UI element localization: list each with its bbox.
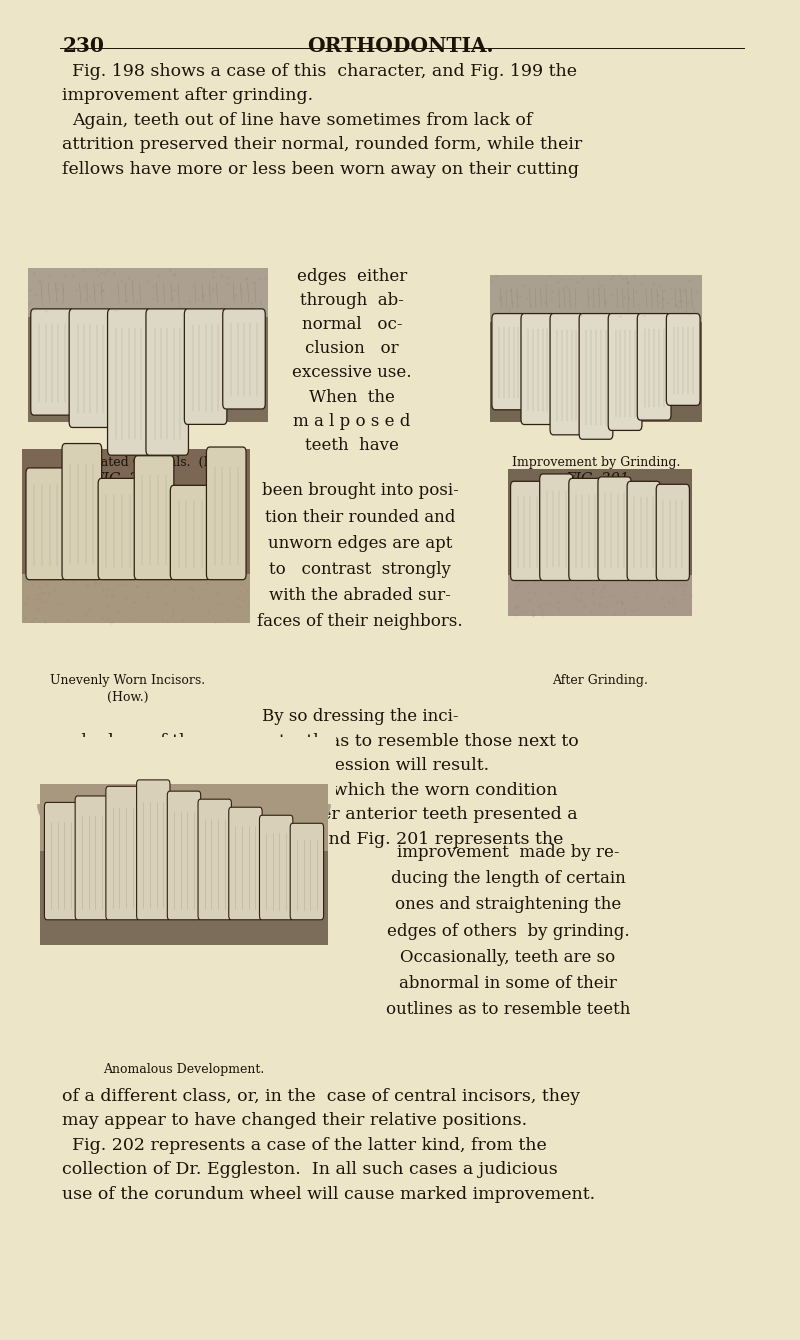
Text: them, greater harmony of expression will result.: them, greater harmony of expression will…: [62, 757, 490, 775]
Text: 230: 230: [62, 36, 104, 56]
Text: through  ab-: through ab-: [300, 292, 404, 310]
FancyBboxPatch shape: [106, 787, 139, 919]
FancyBboxPatch shape: [550, 314, 584, 436]
Bar: [32, 737, 336, 804]
FancyBboxPatch shape: [137, 780, 170, 919]
Bar: [490, 275, 702, 422]
FancyBboxPatch shape: [107, 310, 150, 456]
Text: Unevenly Worn Incisors.: Unevenly Worn Incisors.: [50, 674, 206, 687]
Text: m a l p o s e d: m a l p o s e d: [294, 413, 410, 430]
Text: After Grinding.: After Grinding.: [552, 674, 648, 687]
Bar: [22, 449, 250, 623]
FancyBboxPatch shape: [134, 456, 174, 580]
Bar: [22, 575, 250, 623]
Text: of a different class, or, in the  case of central incisors, they: of a different class, or, in the case of…: [62, 1088, 581, 1106]
FancyBboxPatch shape: [627, 481, 660, 580]
Text: teeth  have: teeth have: [305, 437, 399, 454]
Text: ORTHODONTIA.: ORTHODONTIA.: [306, 36, 494, 56]
Text: ducing the length of certain: ducing the length of certain: [390, 871, 626, 887]
FancyBboxPatch shape: [521, 314, 554, 425]
FancyBboxPatch shape: [26, 468, 66, 580]
Text: use of the corundum wheel will cause marked improvement.: use of the corundum wheel will cause mar…: [62, 1186, 595, 1202]
Text: FIG. 199.: FIG. 199.: [562, 275, 630, 288]
Text: attrition preserved their normal, rounded form, while their: attrition preserved their normal, rounde…: [62, 137, 582, 153]
Bar: [40, 784, 328, 945]
FancyBboxPatch shape: [184, 310, 227, 425]
FancyBboxPatch shape: [30, 310, 74, 415]
Text: faces of their neighbors.: faces of their neighbors.: [257, 614, 463, 630]
Text: very  unsightly appearance,  and Fig. 201 represents the: very unsightly appearance, and Fig. 201 …: [62, 831, 564, 847]
Text: Occasionally, teeth are so: Occasionally, teeth are so: [400, 949, 616, 966]
Text: with the abraded sur-: with the abraded sur-: [269, 587, 451, 604]
Text: to   contrast  strongly: to contrast strongly: [269, 561, 451, 578]
Bar: [40, 784, 328, 851]
Text: may appear to have changed their relative positions.: may appear to have changed their relativ…: [62, 1112, 527, 1130]
Text: ones and straightening the: ones and straightening the: [395, 896, 621, 914]
Text: sal edges of the unworn teeth as to resemble those next to: sal edges of the unworn teeth as to rese…: [62, 733, 579, 750]
Text: edges of others  by grinding.: edges of others by grinding.: [386, 923, 630, 939]
Text: and varying length of the lower anterior teeth presented a: and varying length of the lower anterior…: [62, 807, 578, 823]
Text: excessive use.: excessive use.: [292, 364, 412, 382]
FancyBboxPatch shape: [608, 314, 642, 430]
Text: tion their rounded and: tion their rounded and: [265, 509, 455, 525]
Text: Elongated Centrals.  (How.): Elongated Centrals. (How.): [64, 456, 240, 469]
Text: FIG. 200.: FIG. 200.: [94, 472, 162, 485]
Text: Fig. 200 illustrates a case in  which the worn condition: Fig. 200 illustrates a case in which the…: [72, 781, 558, 799]
Text: collection of Dr. Eggleston.  In all such cases a judicious: collection of Dr. Eggleston. In all such…: [62, 1162, 558, 1178]
Text: been brought into posi-: been brought into posi-: [262, 482, 458, 500]
FancyBboxPatch shape: [229, 807, 262, 919]
Text: Fig. 198 shows a case of this  character, and Fig. 199 the: Fig. 198 shows a case of this character,…: [72, 63, 577, 80]
FancyBboxPatch shape: [510, 481, 544, 580]
FancyBboxPatch shape: [206, 448, 246, 580]
FancyBboxPatch shape: [45, 803, 78, 919]
Text: improvement after grinding.: improvement after grinding.: [62, 87, 314, 105]
FancyBboxPatch shape: [198, 799, 231, 919]
Text: Fig. 202 represents a case of the latter kind, from the: Fig. 202 represents a case of the latter…: [72, 1136, 546, 1154]
Text: (How.): (How.): [107, 691, 149, 705]
Ellipse shape: [37, 744, 331, 864]
Text: edges  either: edges either: [297, 268, 407, 285]
FancyBboxPatch shape: [569, 478, 602, 580]
Text: abnormal in some of their: abnormal in some of their: [399, 976, 617, 992]
FancyBboxPatch shape: [98, 478, 138, 580]
FancyBboxPatch shape: [259, 815, 293, 919]
Text: outlines as to resemble teeth: outlines as to resemble teeth: [386, 1001, 630, 1018]
FancyBboxPatch shape: [290, 823, 323, 919]
Text: unworn edges are apt: unworn edges are apt: [268, 535, 452, 552]
Bar: [28, 268, 268, 318]
Bar: [28, 268, 268, 422]
Text: By so dressing the inci-: By so dressing the inci-: [262, 708, 458, 725]
FancyBboxPatch shape: [69, 310, 112, 427]
FancyBboxPatch shape: [146, 310, 189, 456]
FancyBboxPatch shape: [638, 314, 671, 421]
Text: clusion   or: clusion or: [305, 340, 399, 358]
Text: FIG. 201.: FIG. 201.: [566, 472, 634, 485]
Bar: [508, 575, 692, 616]
Text: FIG. 202.: FIG. 202.: [150, 839, 218, 852]
FancyBboxPatch shape: [598, 477, 631, 580]
Text: Anomalous Development.: Anomalous Development.: [103, 1063, 265, 1076]
FancyBboxPatch shape: [579, 314, 613, 440]
Text: normal   oc-: normal oc-: [302, 316, 402, 334]
Text: improvement  made by re-: improvement made by re-: [397, 844, 619, 862]
Text: Again, teeth out of line have sometimes from lack of: Again, teeth out of line have sometimes …: [72, 111, 532, 129]
Text: Improvement by Grinding.: Improvement by Grinding.: [512, 456, 680, 469]
FancyBboxPatch shape: [167, 791, 201, 919]
Text: FIG. 198.: FIG. 198.: [118, 275, 186, 288]
Text: When  the: When the: [309, 389, 395, 406]
FancyBboxPatch shape: [666, 314, 700, 406]
FancyBboxPatch shape: [62, 444, 102, 580]
FancyBboxPatch shape: [540, 474, 573, 580]
FancyBboxPatch shape: [656, 484, 690, 580]
FancyBboxPatch shape: [75, 796, 109, 919]
FancyBboxPatch shape: [222, 310, 266, 409]
FancyBboxPatch shape: [170, 485, 210, 580]
Text: fellows have more or less been worn away on their cutting: fellows have more or less been worn away…: [62, 161, 579, 177]
Bar: [508, 469, 692, 616]
FancyBboxPatch shape: [492, 314, 526, 410]
Bar: [490, 275, 702, 322]
